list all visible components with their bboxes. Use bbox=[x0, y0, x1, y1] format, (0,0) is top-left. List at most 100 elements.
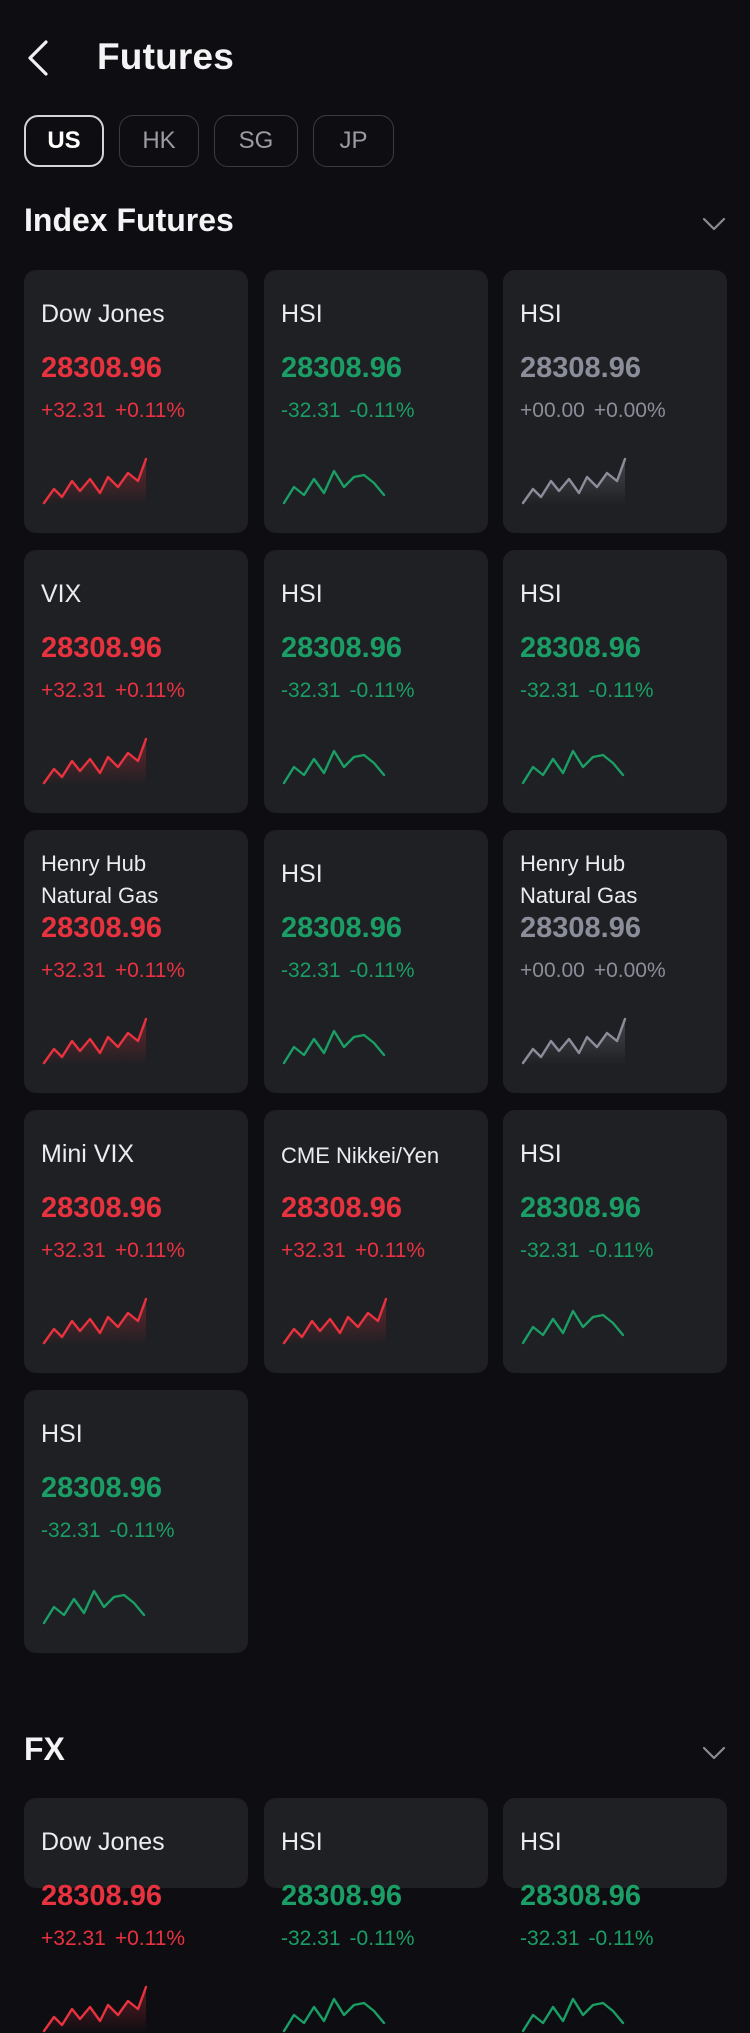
instrument-name: HSI bbox=[520, 300, 562, 328]
futures-card[interactable]: Henry Hub Natural Gas 28308.96 +32.31 +0.11… bbox=[24, 830, 248, 1093]
sparkline-line bbox=[282, 1297, 388, 1345]
instrument-change: -32.31 -0.11% bbox=[520, 679, 654, 703]
instrument-name: HSI bbox=[520, 1828, 562, 1856]
futures-card[interactable]: HSI 28308.96 -32.31 -0.11% bbox=[503, 1798, 727, 2033]
sparkline-line bbox=[521, 1017, 627, 1065]
instrument-price: 28308.96 bbox=[281, 352, 402, 384]
instrument-change: +32.31 +0.11% bbox=[41, 399, 185, 423]
instrument-price: 28308.96 bbox=[281, 632, 402, 664]
futures-card[interactable]: Dow Jones 28308.96 +32.31 +0.11% bbox=[24, 1798, 248, 2033]
futures-card[interactable]: CME Nikkei/Yen 28308.96 +32.31 +0.11% bbox=[264, 1110, 488, 1373]
instrument-change: +32.31 +0.11% bbox=[41, 1927, 185, 1951]
instrument-name: VIX bbox=[41, 580, 82, 608]
instrument-name: HSI bbox=[520, 1140, 562, 1168]
change-value: -32.31 bbox=[520, 679, 580, 702]
change-percent: -0.11% bbox=[588, 679, 654, 702]
change-value: +00.00 bbox=[520, 399, 585, 422]
change-percent: -0.11% bbox=[349, 399, 415, 422]
tab-sg[interactable]: SG bbox=[214, 115, 298, 167]
change-value: -32.31 bbox=[281, 679, 341, 702]
sparkline-chart bbox=[42, 1985, 148, 2033]
futures-card[interactable]: HSI 28308.96 -32.31 -0.11% bbox=[264, 1798, 488, 2033]
change-value: -32.31 bbox=[281, 959, 341, 982]
collapse-chevron-icon[interactable] bbox=[702, 216, 726, 232]
sparkline-chart bbox=[42, 1017, 148, 1065]
instrument-change: +00.00 +0.00% bbox=[520, 959, 666, 983]
instrument-name: HSI bbox=[281, 580, 323, 608]
instrument-name: Mini VIX bbox=[41, 1140, 135, 1168]
sparkline-chart bbox=[521, 1017, 627, 1065]
futures-card[interactable]: HSI 28308.96 -32.31 -0.11% bbox=[503, 550, 727, 813]
futures-card[interactable]: HSI 28308.96 -32.31 -0.11% bbox=[24, 1390, 248, 1653]
sparkline-line bbox=[282, 1997, 386, 2033]
sparkline-area bbox=[44, 1299, 146, 1345]
change-value: +32.31 bbox=[41, 959, 106, 982]
instrument-change: -32.31 -0.11% bbox=[281, 1927, 415, 1951]
change-percent: +0.11% bbox=[114, 959, 186, 982]
collapse-chevron-icon[interactable] bbox=[702, 1745, 726, 1761]
instrument-name: HSI bbox=[281, 1828, 323, 1856]
sparkline-chart bbox=[521, 1997, 625, 2033]
market-tabs: US HK SG JP bbox=[24, 115, 394, 167]
instrument-name: HSI bbox=[520, 580, 562, 608]
sparkline-area bbox=[44, 459, 146, 505]
instrument-change: -32.31 -0.11% bbox=[281, 399, 415, 423]
sparkline-line bbox=[521, 1309, 625, 1345]
futures-card[interactable]: HSI 28308.96 -32.31 -0.11% bbox=[264, 270, 488, 533]
change-value: +32.31 bbox=[41, 1239, 106, 1262]
change-percent: +0.11% bbox=[114, 399, 186, 422]
change-percent: -0.11% bbox=[349, 959, 415, 982]
instrument-price: 28308.96 bbox=[520, 632, 641, 664]
sparkline-area bbox=[44, 739, 146, 785]
futures-card[interactable]: HSI 28308.96 +00.00 +0.00% bbox=[503, 270, 727, 533]
tab-jp[interactable]: JP bbox=[313, 115, 394, 167]
sparkline-chart bbox=[282, 749, 386, 785]
futures-card[interactable]: Mini VIX 28308.96 +32.31 +0.11% bbox=[24, 1110, 248, 1373]
instrument-change: +32.31 +0.11% bbox=[41, 959, 185, 983]
instrument-change: -32.31 -0.11% bbox=[41, 1519, 175, 1543]
futures-card[interactable]: Dow Jones 28308.96 +32.31 +0.11% bbox=[24, 270, 248, 533]
page-title: Futures bbox=[97, 36, 235, 77]
sparkline-line bbox=[42, 1297, 148, 1345]
sparkline-line bbox=[282, 469, 386, 505]
sparkline-area bbox=[523, 1019, 625, 1065]
change-percent: +0.00% bbox=[593, 399, 666, 422]
change-percent: -0.11% bbox=[349, 1927, 415, 1950]
change-value: -32.31 bbox=[281, 1927, 341, 1950]
header: Futures bbox=[0, 0, 750, 115]
instrument-change: +00.00 +0.00% bbox=[520, 399, 666, 423]
tab-hk[interactable]: HK bbox=[119, 115, 199, 167]
futures-card[interactable]: HSI 28308.96 -32.31 -0.11% bbox=[264, 550, 488, 813]
change-value: -32.31 bbox=[520, 1927, 580, 1950]
instrument-change: -32.31 -0.11% bbox=[520, 1239, 654, 1263]
sparkline-line bbox=[521, 1997, 625, 2033]
instrument-price: 28308.96 bbox=[41, 1880, 162, 1912]
change-value: +32.31 bbox=[41, 1927, 106, 1950]
instrument-name: CME Nikkei/Yen bbox=[281, 1143, 440, 1168]
tab-us[interactable]: US bbox=[24, 115, 104, 167]
sparkline-chart bbox=[282, 1029, 386, 1065]
change-percent: -0.11% bbox=[588, 1927, 654, 1950]
futures-card[interactable]: Henry Hub Natural Gas 28308.96 +00.00 +0.00… bbox=[503, 830, 727, 1093]
instrument-price: 28308.96 bbox=[520, 1192, 641, 1224]
futures-card[interactable]: VIX 28308.96 +32.31 +0.11% bbox=[24, 550, 248, 813]
sparkline-line bbox=[42, 457, 148, 505]
back-arrow-icon[interactable] bbox=[24, 38, 52, 78]
change-percent: +0.11% bbox=[354, 1239, 426, 1262]
change-percent: +0.11% bbox=[114, 1927, 186, 1950]
sparkline-chart bbox=[521, 1309, 625, 1345]
instrument-change: +32.31 +0.11% bbox=[41, 679, 185, 703]
change-value: +32.31 bbox=[41, 679, 106, 702]
instrument-name: HSI bbox=[281, 860, 323, 888]
futures-card[interactable]: HSI 28308.96 -32.31 -0.11% bbox=[503, 1110, 727, 1373]
sparkline-area bbox=[523, 459, 625, 505]
change-percent: +0.11% bbox=[114, 1239, 186, 1262]
sparkline-chart bbox=[521, 457, 627, 505]
section-title-index-futures: Index Futures bbox=[24, 202, 234, 238]
futures-card[interactable]: HSI 28308.96 -32.31 -0.11% bbox=[264, 830, 488, 1093]
instrument-name: Henry Hub Natural Gas bbox=[41, 851, 159, 908]
change-percent: +0.00% bbox=[593, 959, 666, 982]
sparkline-chart bbox=[42, 737, 148, 785]
change-value: +32.31 bbox=[281, 1239, 346, 1262]
instrument-price: 28308.96 bbox=[41, 1472, 162, 1504]
